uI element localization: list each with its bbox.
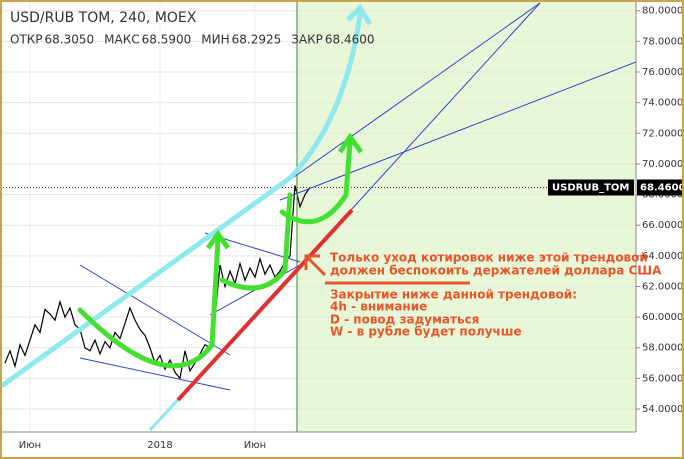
annotation: 4h - внимание [330, 300, 427, 314]
price-axis [636, 0, 684, 459]
annotation: Только уход котировок ниже этой трендово… [330, 251, 648, 265]
drawings [0, 2, 637, 432]
y-tick-label: 64.0000 [642, 251, 683, 262]
stat-value: 68.2925 [232, 33, 282, 47]
stat-name: ОТКР [10, 33, 43, 47]
y-tick-label: 78.0000 [642, 36, 683, 47]
price-tag-bg [637, 179, 684, 196]
stat-value: 68.3050 [45, 33, 95, 47]
chart-title: USD/RUB TOM, 240, MOEX [10, 10, 197, 26]
stat-name: МИН [201, 33, 229, 47]
annotation: D - повод задуматься [330, 313, 479, 327]
y-tick-label: 66.0000 [642, 220, 683, 231]
price-line [4, 185, 311, 380]
price-tag-name: USDRUB_TOM [552, 183, 629, 194]
x-tick-label: Июн [244, 440, 266, 451]
y-tick-label: 72.0000 [642, 128, 683, 139]
annotation: Закрытие ниже данной трендовой: [330, 288, 577, 302]
stat-value: 68.4600 [325, 33, 375, 47]
x-tick-label: 2018 [147, 440, 172, 451]
y-tick-label: 70.0000 [642, 159, 683, 170]
stat-value: 68.5900 [142, 33, 192, 47]
price-tag-bg [548, 179, 634, 196]
y-tick-label: 56.0000 [642, 373, 683, 384]
annotation: должен беспокоить держателей доллара США [330, 264, 662, 278]
y-tick-label: 80.0000 [642, 6, 683, 17]
x-tick-label: Июн [19, 440, 41, 451]
y-tick-label: 54.0000 [642, 404, 683, 415]
y-tick-label: 58.0000 [642, 343, 683, 354]
price-tag-value: 68.4600 [640, 183, 684, 194]
stat-name: МАКС [104, 33, 139, 47]
y-tick-label: 60.0000 [642, 312, 683, 323]
y-tick-label: 74.0000 [642, 98, 683, 109]
stat-name: ЗАКР [291, 33, 323, 47]
annotation: W - в рубле будет получше [330, 325, 522, 339]
y-tick-label: 62.0000 [642, 281, 683, 292]
y-tick-label: 76.0000 [642, 67, 683, 78]
